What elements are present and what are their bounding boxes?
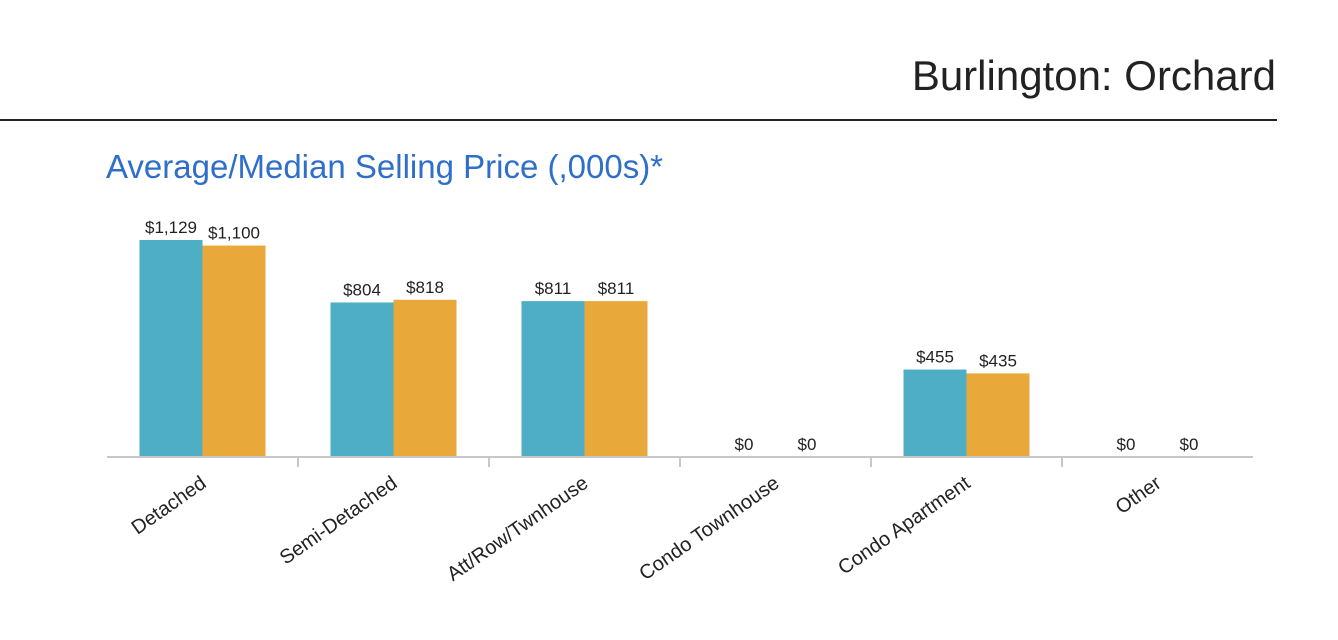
bar-median-3 xyxy=(584,301,648,457)
data-label-median-6: $0 xyxy=(1180,435,1199,454)
data-label-median-4: $0 xyxy=(798,435,817,454)
x-tick-label: Condo Apartment xyxy=(834,472,974,580)
page-title: Burlington: Orchard xyxy=(911,52,1276,99)
x-tick-label: Other xyxy=(1112,472,1166,519)
data-label-average-3: $811 xyxy=(535,279,572,298)
bar-median-1 xyxy=(202,245,266,457)
data-label-median-1: $1,100 xyxy=(208,224,260,243)
bar-median-2 xyxy=(393,299,457,457)
x-tick-label: Att/Row/Twnhouse xyxy=(443,472,592,586)
bar-average-5 xyxy=(903,369,967,457)
data-label-median-3: $811 xyxy=(598,279,635,298)
data-label-average-4: $0 xyxy=(735,435,754,454)
data-label-average-6: $0 xyxy=(1117,435,1136,454)
bar-median-5 xyxy=(966,373,1030,457)
data-label-average-2: $804 xyxy=(343,280,381,299)
bar-average-3 xyxy=(521,301,585,457)
data-label-average-1: $1,129 xyxy=(145,218,197,237)
data-label-median-5: $435 xyxy=(979,351,1017,370)
data-label-median-2: $818 xyxy=(406,278,444,297)
x-tick-label: Condo Townhouse xyxy=(635,472,783,585)
chart-title: Average/Median Selling Price (,000s)* xyxy=(106,148,664,185)
title-divider xyxy=(0,119,1277,121)
bar-average-1 xyxy=(139,240,203,457)
x-tick-label: Semi-Detached xyxy=(276,472,402,569)
x-tick-label: Detached xyxy=(128,472,211,539)
bar-average-2 xyxy=(330,302,394,457)
data-label-average-5: $455 xyxy=(916,348,954,367)
